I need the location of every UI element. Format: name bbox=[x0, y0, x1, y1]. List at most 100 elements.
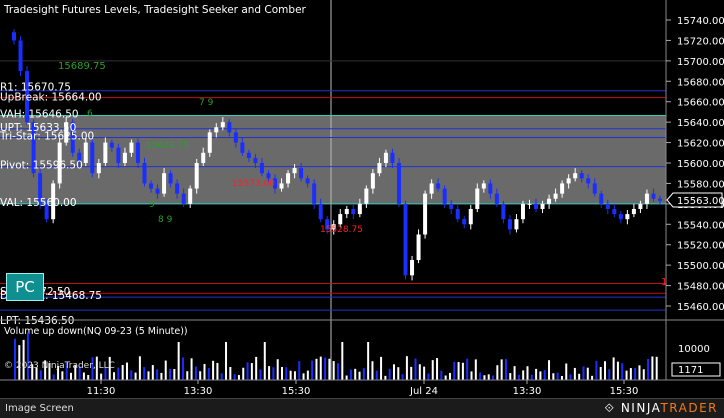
volume-bar bbox=[26, 332, 29, 380]
volume-bar bbox=[173, 368, 176, 380]
candle-body bbox=[25, 71, 30, 123]
volume-bar bbox=[293, 371, 296, 380]
time-tick-label: 13:30 bbox=[184, 386, 213, 397]
volume-bar bbox=[263, 342, 266, 380]
volume-bar bbox=[225, 342, 228, 380]
volume-bar bbox=[548, 360, 551, 380]
volume-bar bbox=[522, 370, 525, 380]
candle-body bbox=[396, 163, 401, 204]
candle-body bbox=[625, 214, 630, 220]
candle-body bbox=[527, 203, 532, 205]
candle-body bbox=[494, 193, 499, 204]
current-volume-marker: 1171 bbox=[671, 362, 721, 377]
candle-body bbox=[122, 152, 127, 163]
candle-body bbox=[586, 178, 591, 184]
seq-count-7-9: 7 9 bbox=[199, 98, 214, 108]
pc-button[interactable]: PC bbox=[6, 273, 44, 301]
volume-bar bbox=[517, 374, 520, 380]
volume-bar bbox=[52, 374, 55, 380]
price-tick-label: 15580.00 bbox=[677, 179, 724, 190]
candle-body bbox=[592, 183, 597, 194]
volume-bar bbox=[487, 374, 490, 380]
price-tick-label: 15740.00 bbox=[677, 16, 724, 27]
volume-bar bbox=[147, 371, 150, 380]
candle-body bbox=[207, 132, 212, 153]
candle-body bbox=[233, 132, 238, 143]
volume-bar bbox=[337, 363, 339, 380]
volume-bar bbox=[431, 360, 434, 380]
volume-bar bbox=[268, 366, 271, 380]
price-axis[interactable]: 15740.00 15720.00 15700.00 15680.00 15660.00… bbox=[666, 16, 724, 313]
volume-bar bbox=[121, 364, 124, 380]
volume-bar bbox=[190, 358, 193, 380]
volume-bar bbox=[164, 360, 167, 380]
volume-bar bbox=[302, 373, 305, 380]
volume-bar bbox=[358, 371, 361, 380]
volume-bar bbox=[526, 366, 529, 380]
volume-bar bbox=[48, 362, 51, 380]
volume-bar bbox=[298, 361, 301, 380]
volume-bar bbox=[448, 372, 451, 380]
volume-bar bbox=[216, 362, 219, 380]
volume-bar bbox=[143, 367, 146, 380]
candle-body bbox=[468, 208, 473, 225]
seq-count-8-9: 8 9 bbox=[158, 215, 173, 225]
candle-body bbox=[462, 219, 467, 225]
time-axis[interactable]: 11:30 13:30 15:30 Jul 24 13:30 15:30 bbox=[87, 380, 639, 397]
volume-bar bbox=[405, 356, 408, 380]
volume-panel-title: Volume up down(NQ 09-23 (5 Minute)) bbox=[4, 326, 188, 337]
volume-bar bbox=[401, 374, 404, 380]
candle-body bbox=[540, 203, 545, 209]
candle-body bbox=[481, 183, 486, 189]
volume-bar bbox=[539, 371, 542, 380]
price-tick-label: 15520.00 bbox=[677, 241, 724, 252]
green-mid-annotation: 15623.75 bbox=[146, 141, 189, 151]
volume-bar bbox=[634, 367, 637, 380]
volume-bar bbox=[220, 373, 223, 380]
volume-bar bbox=[272, 367, 275, 380]
volume-bar bbox=[388, 368, 391, 380]
volume-bar bbox=[242, 367, 245, 380]
volume-bar bbox=[207, 367, 210, 380]
candle-body bbox=[38, 173, 43, 204]
price-tick-label: 15700.00 bbox=[677, 57, 724, 68]
candle-body bbox=[214, 127, 219, 133]
candle-body bbox=[64, 122, 69, 143]
volume-bar bbox=[212, 360, 215, 380]
volume-bar bbox=[199, 371, 202, 380]
volume-bar bbox=[599, 366, 602, 380]
candle-body bbox=[181, 193, 186, 204]
candle-body bbox=[507, 219, 512, 230]
volume-bar bbox=[479, 372, 482, 380]
price-tick-label: 15460.00 bbox=[677, 302, 724, 313]
volume-bar bbox=[470, 371, 473, 380]
volume-bar bbox=[560, 375, 563, 380]
volume-bar bbox=[160, 372, 163, 380]
candle-body bbox=[318, 203, 323, 220]
status-bar: Image Screen ⟐ NINJATRADER bbox=[0, 398, 724, 418]
volume-bar bbox=[392, 364, 395, 380]
level-label-lpt: LPT: 15436.50 bbox=[0, 315, 74, 327]
price-tick-label: 15660.00 bbox=[677, 98, 724, 109]
volume-bar bbox=[565, 363, 568, 380]
volume-bar bbox=[65, 362, 68, 380]
candle-body bbox=[70, 122, 75, 153]
candle-body bbox=[12, 32, 16, 41]
volume-bar bbox=[466, 358, 469, 380]
volume-bar bbox=[492, 375, 495, 380]
candle-body bbox=[279, 183, 284, 189]
candle-body bbox=[560, 183, 565, 194]
candle-body bbox=[305, 178, 310, 184]
candle-body bbox=[273, 178, 278, 189]
candle-body bbox=[57, 142, 62, 184]
candle-body bbox=[644, 193, 649, 204]
candle-body bbox=[475, 188, 480, 209]
volume-bar bbox=[604, 361, 607, 380]
volume-bar bbox=[418, 364, 421, 380]
seq-count-red-1: 1 bbox=[661, 277, 667, 288]
volume-bar bbox=[332, 361, 335, 380]
volume-bar bbox=[410, 366, 413, 380]
time-tick-label: 15:30 bbox=[610, 386, 639, 397]
candle-body bbox=[436, 183, 441, 189]
